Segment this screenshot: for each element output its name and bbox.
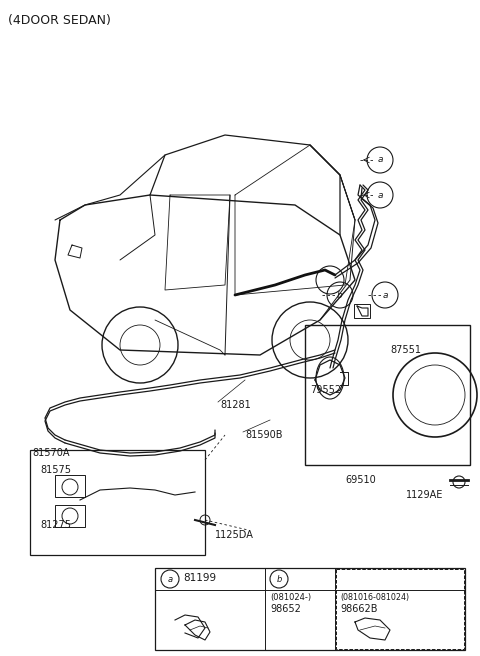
Text: 87551: 87551	[390, 345, 421, 355]
Text: 98652: 98652	[270, 604, 301, 614]
Text: (4DOOR SEDAN): (4DOOR SEDAN)	[8, 14, 111, 27]
Text: (081024-): (081024-)	[270, 593, 311, 602]
Text: b: b	[337, 291, 343, 300]
Text: a: a	[377, 155, 383, 165]
Text: 98662B: 98662B	[340, 604, 377, 614]
Text: 81575: 81575	[40, 465, 71, 475]
Text: 81570A: 81570A	[32, 448, 70, 458]
Text: 81281: 81281	[220, 400, 251, 410]
Text: b: b	[276, 575, 282, 583]
Text: a: a	[377, 190, 383, 199]
Text: 1129AE: 1129AE	[406, 490, 444, 500]
Text: 1125DA: 1125DA	[215, 530, 254, 540]
Text: 81199: 81199	[183, 573, 216, 583]
Text: (081016-081024): (081016-081024)	[340, 593, 409, 602]
Text: 81590B: 81590B	[245, 430, 283, 440]
Text: 79552: 79552	[310, 385, 341, 395]
Text: 69510: 69510	[345, 475, 376, 485]
Text: 81275: 81275	[40, 520, 71, 530]
Text: a: a	[382, 291, 388, 300]
Text: a: a	[168, 575, 173, 583]
